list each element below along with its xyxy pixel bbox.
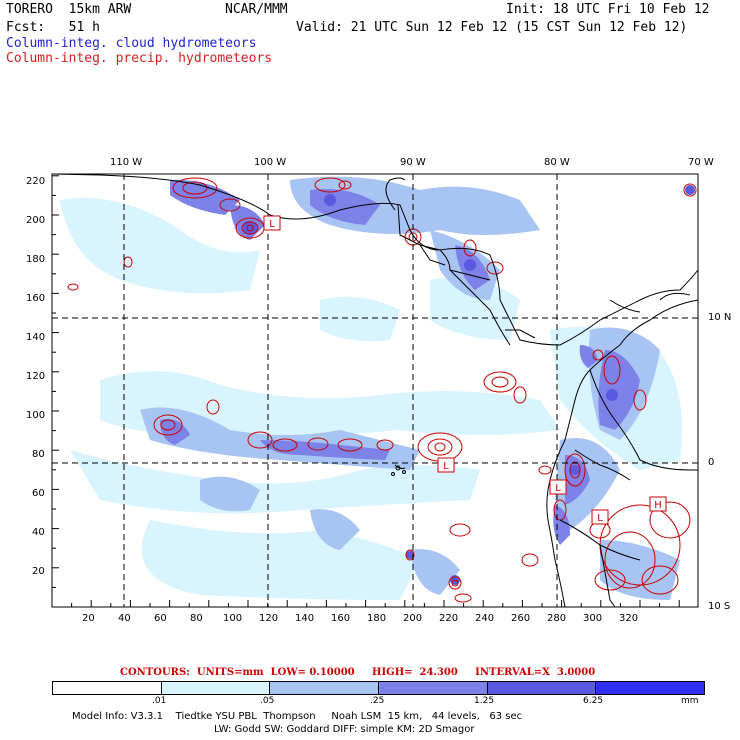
field-title-cloud: Column-integ. cloud hydrometeors xyxy=(6,36,257,51)
y-tick-label: 220 xyxy=(26,176,46,187)
colorbar-units: mm xyxy=(681,696,699,706)
x-tick-label: 40 xyxy=(118,613,131,624)
organization: NCAR/MMM xyxy=(225,2,288,17)
lon-label: 100 W xyxy=(254,157,287,168)
valid-time: Valid: 21 UTC Sun 12 Feb 12 (15 CST Sun … xyxy=(296,20,688,35)
y-tick-label: 120 xyxy=(26,371,46,382)
y-tick-label: 140 xyxy=(26,332,46,343)
y-tick-label: 20 xyxy=(32,566,45,577)
marker-low-1: L xyxy=(263,215,281,231)
x-tick-label: 160 xyxy=(331,613,351,624)
y-tick-label: 180 xyxy=(26,254,46,265)
x-tick-label: 320 xyxy=(619,613,639,624)
colorbar-label: .05 xyxy=(260,696,275,706)
y-tick-label: 200 xyxy=(26,215,46,226)
svg-text:L: L xyxy=(555,483,561,494)
lon-label: 90 W xyxy=(400,157,426,168)
x-tick-label: 60 xyxy=(154,613,167,624)
x-tick-label: 240 xyxy=(475,613,495,624)
x-tick-label: 220 xyxy=(439,613,459,624)
x-tick-label: 100 xyxy=(223,613,243,624)
svg-text:L: L xyxy=(597,513,603,524)
lat-label: 10 S xyxy=(708,601,731,612)
graticule xyxy=(52,174,698,607)
y-tick-label: 60 xyxy=(32,488,45,499)
x-tick-label: 140 xyxy=(295,613,315,624)
colorbar-label: .01 xyxy=(152,696,167,706)
colorbar-swatch xyxy=(487,682,597,694)
y-tick-label: 40 xyxy=(32,527,45,538)
marker-low-2: L xyxy=(437,457,455,473)
y-tick-label: 80 xyxy=(32,449,45,460)
marker-low-3: L xyxy=(549,479,567,495)
lat-label: 0 xyxy=(708,457,715,468)
x-tick-label: 280 xyxy=(547,613,567,624)
colorbar-label: 6.25 xyxy=(583,696,604,706)
tick-marks xyxy=(51,175,680,608)
colorbar-swatch xyxy=(161,682,271,694)
model-name: TORERO 15km ARW xyxy=(6,2,132,17)
x-tick-label: 20 xyxy=(82,613,95,624)
colorbar xyxy=(52,681,705,695)
model-physics: LW: Godd SW: Goddard DIFF: simple KM: 2D… xyxy=(214,724,475,735)
colorbar-label: 1.25 xyxy=(474,696,495,706)
lon-label: 110 W xyxy=(110,157,143,168)
colorbar-swatch xyxy=(53,682,162,694)
cloud-shading xyxy=(60,176,695,600)
y-tick-label: 160 xyxy=(26,293,46,304)
model-info: Model Info: V3.3.1 Tiedtke YSU PBL Thomp… xyxy=(72,711,523,722)
x-tick-label: 120 xyxy=(259,613,279,624)
precip-contours xyxy=(67,177,697,603)
map-content: L L L L H xyxy=(52,174,698,607)
colorbar-swatch xyxy=(379,682,488,694)
lon-label: 70 W xyxy=(688,157,714,168)
y-tick-label: 100 xyxy=(26,410,46,421)
field-title-precip: Column-integ. precip. hydrometeors xyxy=(6,51,273,66)
coastlines xyxy=(52,174,698,607)
x-tick-label: 80 xyxy=(190,613,203,624)
x-tick-label: 180 xyxy=(367,613,387,624)
low-high-markers: L L L L H xyxy=(263,215,667,525)
svg-text:L: L xyxy=(269,219,275,230)
lat-label: 10 N xyxy=(708,312,732,323)
forecast-hour: Fcst: 51 h xyxy=(6,20,100,35)
svg-text:L: L xyxy=(443,461,449,472)
contours-info: CONTOURS: UNITS=mm LOW= 0.10000 HIGH= 24… xyxy=(120,667,596,678)
marker-low-4: L xyxy=(591,509,609,525)
colorbar-swatch xyxy=(596,682,705,694)
x-tick-label: 300 xyxy=(583,613,603,624)
lon-label: 80 W xyxy=(544,157,570,168)
colorbar-label: .25 xyxy=(370,696,385,706)
init-time: Init: 18 UTC Fri 10 Feb 12 xyxy=(506,2,710,17)
map-frame xyxy=(51,173,699,608)
x-tick-label: 260 xyxy=(511,613,531,624)
x-tick-label: 200 xyxy=(403,613,423,624)
colorbar-swatch xyxy=(270,682,380,694)
marker-high-1: H xyxy=(649,496,667,512)
svg-text:H: H xyxy=(654,500,662,511)
